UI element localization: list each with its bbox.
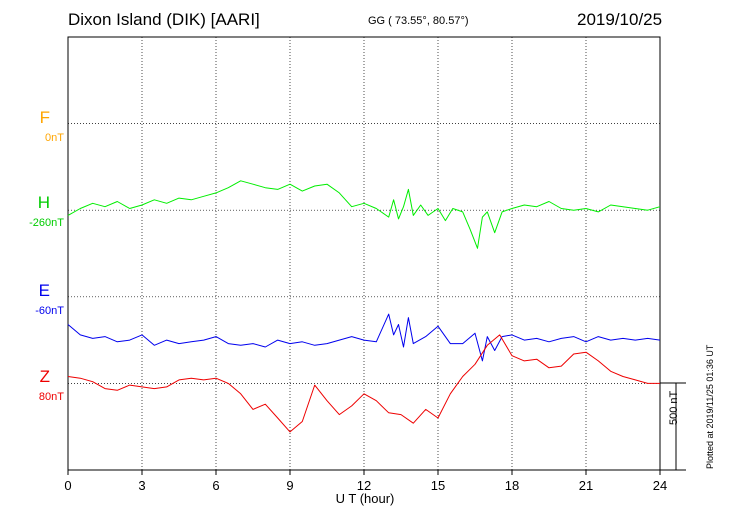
- x-tick-label: 18: [505, 478, 519, 493]
- x-tick-label: 9: [286, 478, 293, 493]
- scale-bar: [660, 382, 686, 471]
- component-label-e: E: [38, 281, 50, 300]
- series-line-e: [67, 313, 661, 362]
- component-baseline-e: -60nT: [35, 305, 64, 317]
- component-baseline-f: 0nT: [45, 132, 64, 144]
- x-tick-label: 12: [357, 478, 371, 493]
- x-tick-label: 3: [138, 478, 145, 493]
- x-tick-label: 24: [653, 478, 667, 493]
- component-baseline-h: -260nT: [29, 217, 64, 229]
- series-line-z: [67, 334, 660, 433]
- component-baseline-z: 80nT: [38, 391, 64, 403]
- x-tick-label: 21: [579, 478, 593, 493]
- series-line-h: [67, 180, 661, 249]
- station-title: Dixon Island (DIK) [AARI]: [68, 10, 260, 29]
- x-tick-label: 6: [212, 478, 219, 493]
- component-label-f: F: [39, 108, 50, 127]
- component-label-h: H: [37, 193, 50, 212]
- x-axis-title: U T (hour): [335, 491, 395, 506]
- series-layer: [67, 180, 661, 433]
- grid-lines: [68, 37, 660, 470]
- x-tick-label: 0: [64, 478, 71, 493]
- plotted-timestamp: Plotted at 2019/11/25 01:36 UT: [705, 344, 715, 469]
- x-axis-ticks: 0 3 6 9 12 15 18 21 24: [64, 470, 667, 493]
- x-tick-label: 15: [431, 478, 445, 493]
- scale-bar-label: 500 nT: [668, 390, 680, 425]
- geographic-coordinates: GG ( 73.55°, 80.57°): [368, 15, 469, 27]
- date-label: 2019/10/25: [577, 10, 663, 29]
- component-label-z: Z: [39, 367, 50, 386]
